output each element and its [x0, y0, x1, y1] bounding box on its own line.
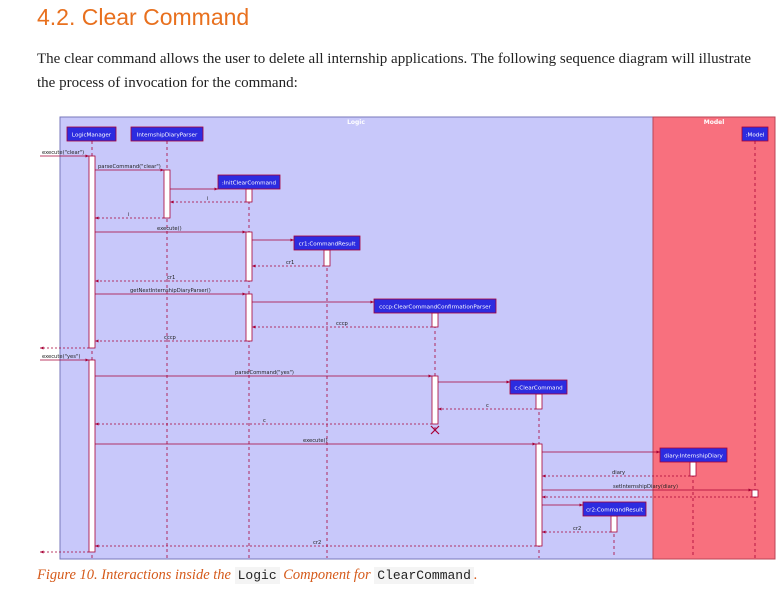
msg-label-17: setInternshipDiary(diary): [613, 484, 678, 490]
msg-label-7: cr1: [167, 275, 175, 281]
participant-model-label: :Model: [746, 133, 765, 139]
msg-label-2: parseCommand("clear"): [98, 164, 161, 170]
participant-parser-label: InternshipDiaryParser: [137, 133, 198, 139]
msg-label-5: execute(): [157, 226, 182, 232]
msg-label-4: i: [128, 212, 129, 218]
participant-diary-label: diary:InternshipDiary: [664, 454, 723, 460]
activation-logic-manager-2: [88, 359, 96, 553]
activation-model: [751, 489, 759, 498]
participant-cr1-label: cr1:CommandResult: [299, 242, 357, 248]
participant-logic-manager-box: [66, 126, 117, 142]
activation-cr2: [610, 515, 618, 533]
msg-label-18: cr2: [573, 526, 581, 532]
activation-clear-parser-2: [245, 231, 253, 282]
msg-label-1: execute("clear"): [42, 150, 84, 156]
participant-clear-command-label: c:ClearCommand: [514, 386, 563, 392]
participant-clear-parser-box: [217, 174, 281, 190]
participant-parser-box: [130, 126, 204, 142]
msg-label-12: parseCommand("yes"): [235, 370, 294, 376]
activation-diary: [689, 461, 697, 477]
model-frame-label: Model: [704, 119, 725, 126]
msg-label-19: cr2: [313, 540, 321, 546]
activation-logic-manager-1: [88, 155, 96, 349]
activation-cccp-1: [431, 312, 439, 328]
caption-code-logic: Logic: [234, 567, 280, 584]
msg-label-13: c: [486, 403, 489, 409]
destroy-mark-icon: [430, 425, 440, 435]
msg-label-9: cccp: [336, 321, 349, 327]
activation-clear-parser-3: [245, 293, 253, 342]
logic-frame: [59, 116, 654, 560]
participant-cr2-box: [582, 501, 647, 517]
caption-code-clear-command: ClearCommand: [374, 567, 474, 584]
participant-clear-command-box: [509, 379, 568, 395]
participant-clear-parser-label: :InitClearCommand: [222, 181, 277, 187]
logic-frame-label: Logic: [347, 119, 365, 126]
activation-cr1: [323, 249, 331, 267]
intro-paragraph: The clear command allows the user to del…: [37, 51, 752, 91]
msg-label-14: c: [263, 418, 266, 424]
activation-clear-parser-1: [245, 188, 253, 203]
msg-label-15: execute(): [303, 438, 328, 444]
participant-cr2-label: cr2:CommandResult: [586, 508, 644, 514]
activation-clear-command-2: [535, 443, 543, 547]
activation-cccp-2: [431, 375, 439, 425]
participant-logic-manager-label: LogicManager: [72, 133, 112, 139]
msg-label-3: i: [207, 196, 208, 202]
figure-caption: Figure 10. Interactions inside the Logic…: [37, 567, 478, 584]
participant-model-box: [741, 126, 769, 142]
caption-suffix: .: [473, 567, 478, 583]
caption-middle: Component for: [283, 567, 371, 583]
section-heading: 4.2. Clear Command: [37, 4, 250, 30]
msg-label-16: diary: [612, 470, 625, 476]
participant-cccp-box: [373, 298, 497, 314]
msg-label-10: cccp: [164, 335, 177, 341]
participant-cccp-label: cccp:ClearCommandConfirmationParser: [379, 305, 491, 311]
msg-label-6: cr1: [286, 260, 294, 266]
msg-label-8: getNextInternshipDiaryParser(): [130, 288, 211, 294]
participant-cr1-box: [293, 235, 361, 251]
caption-prefix: Figure 10. Interactions inside the: [37, 567, 231, 583]
participant-diary-box: [659, 447, 728, 463]
msg-label-11: execute("yes"): [42, 354, 80, 360]
activation-parser: [163, 169, 171, 219]
activation-clear-command-1: [535, 393, 543, 410]
